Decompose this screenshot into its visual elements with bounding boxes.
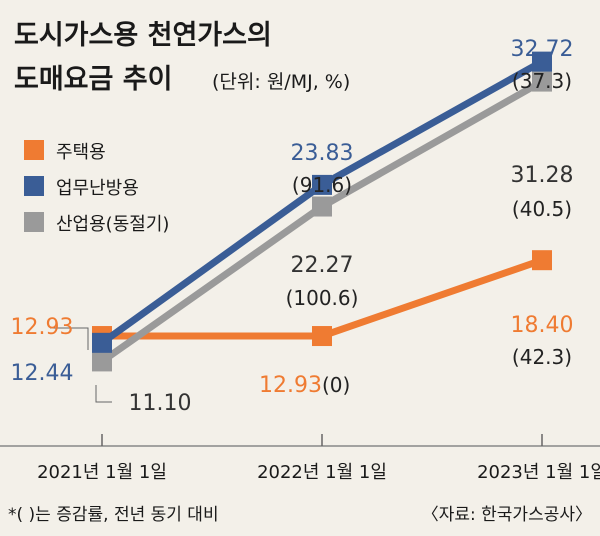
legend-swatch-office-heating xyxy=(24,176,44,196)
legend-swatch-industrial xyxy=(24,212,44,232)
data-point-office-heating xyxy=(312,174,332,195)
value-label-office-heating: 32.72 xyxy=(511,37,574,62)
source-note: 〈자료: 한국가스공사〉 xyxy=(422,505,592,525)
legend-swatch-residential xyxy=(24,140,44,160)
change-label-residential: (0) xyxy=(322,373,350,397)
change-label-office-heating: (37.3) xyxy=(512,69,572,93)
series-layer xyxy=(92,51,552,372)
data-labels: 12.93 12.44 11.10 23.83 (91.6) 22.27 (100.6) 12… xyxy=(11,37,574,416)
value-label-office-heating: 23.83 xyxy=(291,141,354,166)
change-label-residential: (42.3) xyxy=(512,345,572,369)
data-point-industrial xyxy=(532,71,552,92)
data-point-industrial xyxy=(92,351,112,372)
change-label-industrial: (100.6) xyxy=(286,286,359,310)
value-label-office-heating: 12.44 xyxy=(11,361,74,386)
leader-lines xyxy=(50,327,112,403)
change-label-office-heating: (91.6) xyxy=(292,173,352,197)
x-tick-label: 2023년 1월 1일 xyxy=(477,462,600,483)
data-point-residential xyxy=(532,250,552,271)
footnote: *( )는 증감률, 전년 동기 대비 xyxy=(8,505,219,525)
value-label-industrial: 31.28 xyxy=(511,163,574,188)
change-label-industrial: (40.5) xyxy=(512,197,572,221)
value-label-residential: 12.93 xyxy=(259,373,322,398)
legend-label-industrial: 산업용(동절기) xyxy=(56,214,169,235)
value-label-residential: 18.40 xyxy=(511,313,574,338)
value-label-residential: 12.93 xyxy=(11,315,74,340)
value-label-industrial: 11.10 xyxy=(129,391,192,416)
leader-line-industrial xyxy=(95,385,112,403)
data-point-office-heating xyxy=(92,332,112,353)
chart-title-line2: 도매요금 추이 xyxy=(14,64,172,95)
unit-label: (단위: 원/MJ, %) xyxy=(212,71,350,93)
x-tick-label: 2021년 1월 1일 xyxy=(37,462,167,483)
leader-line-residential xyxy=(50,327,89,350)
data-point-industrial xyxy=(312,196,332,217)
data-point-office-heating xyxy=(532,51,552,72)
data-point-residential xyxy=(312,326,332,347)
value-label-industrial: 22.27 xyxy=(291,253,354,278)
x-tick-label: 2022년 1월 1일 xyxy=(257,462,387,483)
legend-label-office-heating: 업무난방용 xyxy=(56,178,139,199)
legend-label-residential: 주택용 xyxy=(56,142,106,163)
legend: 주택용 업무난방용 산업용(동절기) xyxy=(24,140,169,235)
x-axis: 2021년 1월 1일 2022년 1월 1일 2023년 1월 1일 xyxy=(37,434,600,483)
chart-title-line1: 도시가스용 천연가스의 xyxy=(14,20,272,51)
